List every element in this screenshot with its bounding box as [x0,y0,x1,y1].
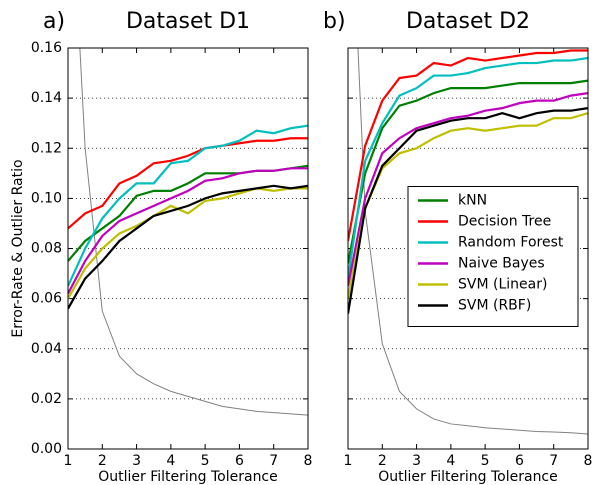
plot-frame [67,47,309,450]
y-tick-label: 0.08 [31,241,62,257]
y-tick-label: 0.10 [31,190,62,206]
chart-title: Dataset D2 [406,9,530,34]
y-tick-label: 0.16 [31,40,62,56]
series-line [348,107,588,314]
x-tick-label: 3 [412,453,421,469]
legend-label: Random Forest [458,235,564,251]
y-axis-label: Error-Rate & Outlier Ratio [10,159,26,337]
series-line [68,124,308,287]
legend-label: kNN [458,193,487,209]
x-tick-label: 6 [235,453,244,469]
series-line [79,48,308,416]
x-tick-label: 3 [132,453,141,469]
series-line [68,184,308,310]
x-tick-label: 4 [446,453,455,469]
y-tick-label: 0.04 [31,341,62,357]
series-line [348,56,588,279]
x-tick-label: 8 [584,453,593,469]
panel-label: a) [43,9,65,34]
series-line [68,167,308,295]
legend-label: Naive Bayes [458,256,545,272]
y-tick-label: 0.12 [31,140,62,156]
x-tick-label: 8 [304,453,313,469]
x-tick-label: 6 [515,453,524,469]
x-tick-label: 2 [378,453,387,469]
x-tick-label: 7 [549,453,558,469]
series-line [348,49,588,242]
series-line [348,112,588,299]
legend-box [407,186,579,327]
x-tick-label: 1 [344,453,353,469]
series-line [348,79,588,264]
x-tick-label: 4 [166,453,175,469]
y-tick-label: 0.00 [31,441,62,457]
x-tick-label: 5 [481,453,490,469]
series-line [348,92,588,287]
x-axis-label: Outlier Filtering Tolerance [378,469,558,485]
series-line [68,187,308,300]
x-tick-label: 5 [201,453,210,469]
y-tick-label: 0.02 [31,391,62,407]
x-axis-label: Outlier Filtering Tolerance [98,469,278,485]
chart-title: Dataset D1 [126,9,250,34]
legend-label: SVM (Linear) [458,277,547,293]
series-line [68,137,308,230]
legend-label: Decision Tree [458,214,551,230]
series-line [357,48,588,435]
x-tick-label: 7 [269,453,278,469]
y-tick-label: 0.06 [31,291,62,307]
panel-label: b) [323,9,346,34]
legend-label: SVM (RBF) [458,298,531,314]
x-tick-label: 1 [64,453,73,469]
plot-frame [347,47,589,450]
x-tick-label: 2 [98,453,107,469]
y-tick-label: 0.14 [31,90,62,106]
